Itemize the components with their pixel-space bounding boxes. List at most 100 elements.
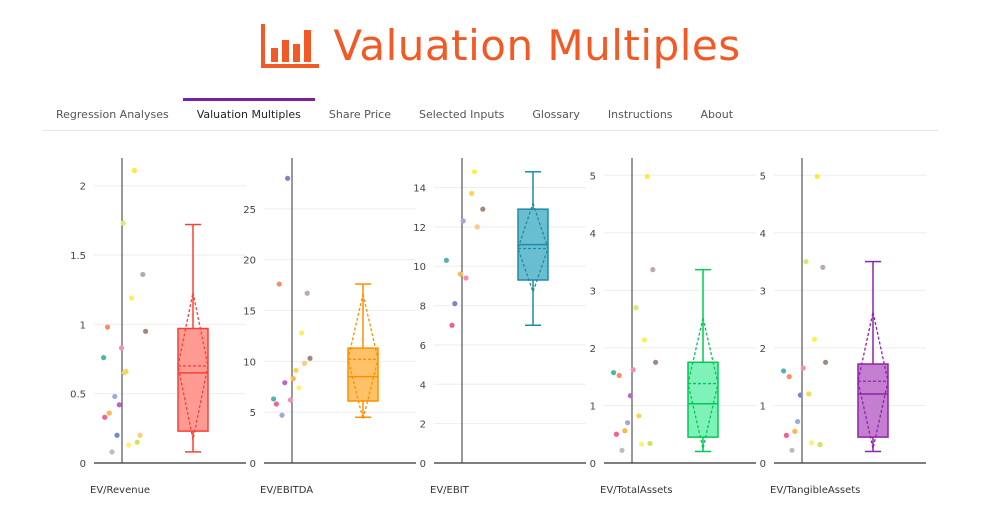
- y-tick-label: 1.5: [70, 251, 86, 262]
- y-tick-label: 0: [590, 459, 596, 470]
- header: Valuation Multiples: [0, 10, 1000, 80]
- data-point: [116, 402, 122, 408]
- y-tick-label: 5: [250, 408, 256, 419]
- box-iqr: [347, 347, 379, 402]
- y-tick-label: 1: [80, 320, 86, 331]
- data-point: [301, 360, 307, 366]
- data-point: [112, 393, 118, 400]
- tab-instructions[interactable]: Instructions: [607, 108, 673, 121]
- data-point: [783, 432, 790, 438]
- tab-valuation-multiples[interactable]: Valuation Multiples: [182, 98, 315, 130]
- y-tick-label: 0: [80, 459, 86, 470]
- data-point: [114, 432, 120, 438]
- y-tick-label: 2: [590, 344, 596, 355]
- y-tick-label: 0: [250, 459, 256, 470]
- data-point: [449, 322, 455, 328]
- tab-bar: Regression Analyses Valuation Multiples …: [42, 98, 938, 131]
- y-tick-label: 5: [590, 171, 596, 182]
- data-point: [134, 439, 140, 445]
- data-point: [296, 385, 302, 391]
- y-tick-label: 12: [413, 223, 426, 234]
- data-point: [101, 355, 107, 361]
- tab-about[interactable]: About: [700, 108, 734, 121]
- data-point: [792, 428, 798, 434]
- data-point: [641, 337, 648, 343]
- data-point: [627, 393, 634, 399]
- data-point: [126, 442, 132, 448]
- tab-selected-inputs[interactable]: Selected Inputs: [418, 108, 505, 121]
- data-point: [639, 441, 645, 447]
- title-wrap: Valuation Multiples: [259, 20, 740, 70]
- data-point: [797, 392, 804, 398]
- box-mean-sd-diamond: [857, 312, 889, 449]
- y-tick-label: 15: [243, 307, 256, 318]
- data-point: [140, 271, 146, 278]
- bar-chart-icon: [261, 24, 320, 68]
- data-point: [290, 376, 296, 382]
- data-point: [307, 355, 313, 361]
- data-point: [795, 418, 801, 425]
- chart-panel: 0 0.5 1 1.5 2 EV/Revenue: [70, 158, 246, 496]
- data-point: [471, 169, 477, 175]
- y-tick-label: 20: [243, 256, 256, 267]
- y-tick-label: 8: [420, 302, 426, 313]
- data-point: [653, 359, 659, 365]
- data-point: [817, 441, 823, 448]
- data-point: [137, 432, 143, 438]
- data-point: [650, 267, 656, 273]
- y-tick-label: 0: [420, 459, 426, 470]
- page-title: Valuation Multiples: [333, 20, 741, 70]
- data-point: [806, 391, 812, 397]
- data-point: [299, 330, 305, 336]
- y-tick-label: 1: [590, 401, 596, 412]
- data-point: [781, 368, 787, 374]
- y-tick-label: 4: [590, 229, 596, 240]
- x-axis-label: EV/EBIT: [430, 485, 470, 496]
- y-tick-label: 25: [243, 205, 256, 216]
- y-tick-label: 3: [760, 286, 766, 297]
- x-axis-label: EV/TangibleAssets: [770, 485, 860, 496]
- data-point: [106, 410, 112, 416]
- data-point: [279, 412, 285, 418]
- data-point: [293, 367, 299, 374]
- data-point: [287, 397, 293, 403]
- box-mean-sd-diamond: [347, 294, 379, 420]
- x-axis-label: EV/EBITDA: [260, 485, 313, 496]
- chart-panel: 0 2 4 6 8 10 12 14 EV/EBIT: [413, 158, 586, 496]
- tab-share-price[interactable]: Share Price: [328, 108, 391, 121]
- data-point: [120, 220, 126, 226]
- data-point: [823, 359, 829, 365]
- box-iqr: [177, 327, 209, 432]
- y-tick-label: 4: [760, 229, 766, 240]
- data-point: [143, 328, 149, 334]
- data-point: [469, 190, 475, 197]
- data-point: [452, 301, 458, 307]
- data-point: [304, 290, 310, 296]
- x-axis-label: EV/TotalAssets: [600, 485, 672, 496]
- tab-glossary[interactable]: Glossary: [532, 108, 580, 121]
- y-tick-label: 4: [420, 380, 426, 391]
- tab-regression-analyses[interactable]: Regression Analyses: [56, 108, 169, 121]
- data-point: [443, 257, 449, 263]
- data-point: [273, 401, 279, 407]
- data-point: [109, 449, 115, 455]
- data-point: [457, 271, 463, 277]
- data-point: [271, 396, 277, 402]
- data-point: [276, 281, 282, 287]
- data-point: [811, 336, 818, 342]
- y-tick-label: 0.5: [70, 390, 86, 401]
- data-point: [786, 374, 792, 380]
- y-tick-label: 3: [590, 286, 596, 297]
- data-point: [803, 258, 809, 265]
- data-point: [636, 413, 642, 419]
- data-point: [630, 367, 636, 373]
- data-point: [625, 420, 631, 426]
- data-point: [611, 370, 617, 376]
- data-point: [800, 365, 806, 371]
- box-iqr: [687, 361, 719, 438]
- chart-panel: 0 5 10 15 20 25 EV/EBITDA: [243, 158, 416, 496]
- data-point: [616, 372, 622, 379]
- y-tick-label: 5: [760, 171, 766, 182]
- chart-panel: 0 1 2 3 4 5 EV/TangibleAssets: [760, 158, 926, 496]
- y-tick-label: 14: [413, 184, 426, 195]
